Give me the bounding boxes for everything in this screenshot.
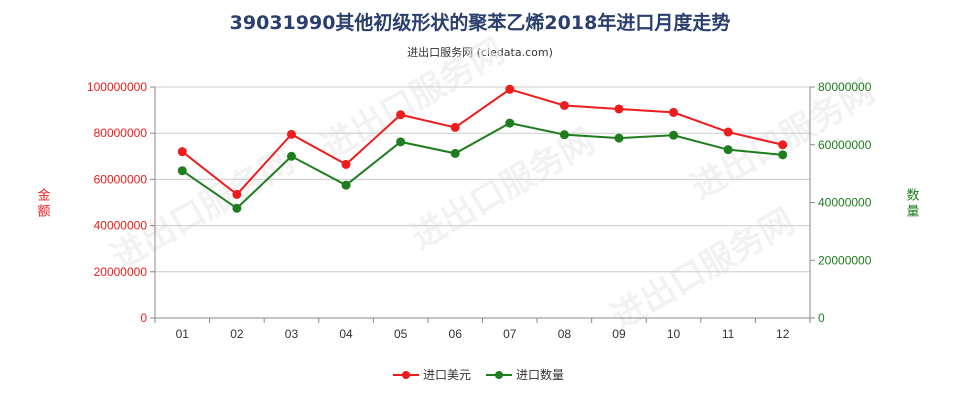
left-tick-label: 80000000	[94, 126, 148, 140]
data-point	[559, 130, 569, 140]
watermark-text: 进出口服务网	[315, 31, 512, 168]
left-tick-label: 0	[140, 311, 147, 325]
left-tick-label: 60000000	[94, 172, 148, 186]
data-point	[396, 137, 406, 147]
x-tick-label: 03	[285, 327, 299, 341]
right-tick-label: 60000000	[818, 138, 872, 152]
data-point	[669, 107, 679, 117]
data-point	[778, 150, 788, 160]
data-point	[723, 127, 733, 137]
right-axis-title-char: 量	[906, 205, 919, 220]
right-tick-label: 80000000	[818, 80, 872, 94]
legend: 进口美元 进口数量	[393, 367, 564, 382]
left-tick-label: 100000000	[87, 80, 147, 94]
data-point	[669, 130, 679, 140]
left-axis-title-char: 额	[37, 205, 50, 220]
right-axis-title-char: 数	[906, 189, 919, 204]
x-tick-label: 05	[394, 327, 408, 341]
x-tick-label: 02	[230, 327, 244, 341]
data-point	[232, 203, 242, 213]
series-layer	[177, 84, 788, 213]
left-axis-title: 金额	[37, 188, 50, 220]
watermark-text: 进出口服务网	[605, 201, 802, 338]
x-tick-label: 08	[558, 327, 572, 341]
data-point	[286, 151, 296, 161]
right-axis-title: 数量	[906, 189, 919, 220]
legend-label: 进口美元	[423, 368, 471, 382]
data-point	[614, 133, 624, 143]
chart-subtitle: 进出口服务网 (ciedata.com)	[407, 46, 553, 59]
x-tick-label: 07	[503, 327, 517, 341]
series-line	[181, 88, 783, 196]
data-point	[396, 110, 406, 120]
legend-marker	[402, 371, 410, 379]
data-point	[614, 104, 624, 114]
data-point	[177, 147, 187, 157]
chart-title: 39031990其他初级形状的聚苯乙烯2018年进口月度走势	[229, 12, 731, 34]
right-tick-label: 20000000	[818, 253, 872, 267]
watermark-text: 进出口服务网	[405, 121, 602, 258]
x-tick-label: 11	[722, 327, 735, 341]
x-tick-label: 04	[339, 327, 353, 341]
data-point	[723, 145, 733, 155]
data-point	[232, 189, 242, 199]
x-tick-label: 01	[176, 327, 190, 341]
legend-label: 进口数量	[516, 367, 564, 382]
x-tick-label: 09	[612, 327, 626, 341]
left-axis-title-char: 金	[37, 188, 50, 204]
left-tick-label: 40000000	[94, 219, 148, 233]
data-point	[177, 166, 187, 176]
legend-marker	[495, 371, 503, 379]
x-tick-label: 06	[449, 327, 463, 341]
x-tick-label: 12	[776, 327, 790, 341]
data-point	[505, 118, 515, 128]
data-point	[559, 100, 569, 110]
left-tick-label: 20000000	[94, 265, 148, 279]
data-point	[778, 140, 788, 150]
data-point	[505, 84, 515, 94]
x-tick-label: 10	[667, 327, 681, 341]
data-point	[450, 148, 460, 158]
axes: 0 20000000 40000000 60000000 80000000 1000000…	[37, 80, 919, 341]
right-tick-label: 0	[818, 311, 825, 325]
data-point	[341, 180, 351, 190]
data-point	[450, 122, 460, 132]
series-line	[181, 122, 783, 210]
data-point	[286, 129, 296, 139]
data-point	[341, 159, 351, 169]
watermark-text: 进出口服务网	[105, 141, 302, 278]
right-tick-label: 40000000	[818, 196, 872, 210]
